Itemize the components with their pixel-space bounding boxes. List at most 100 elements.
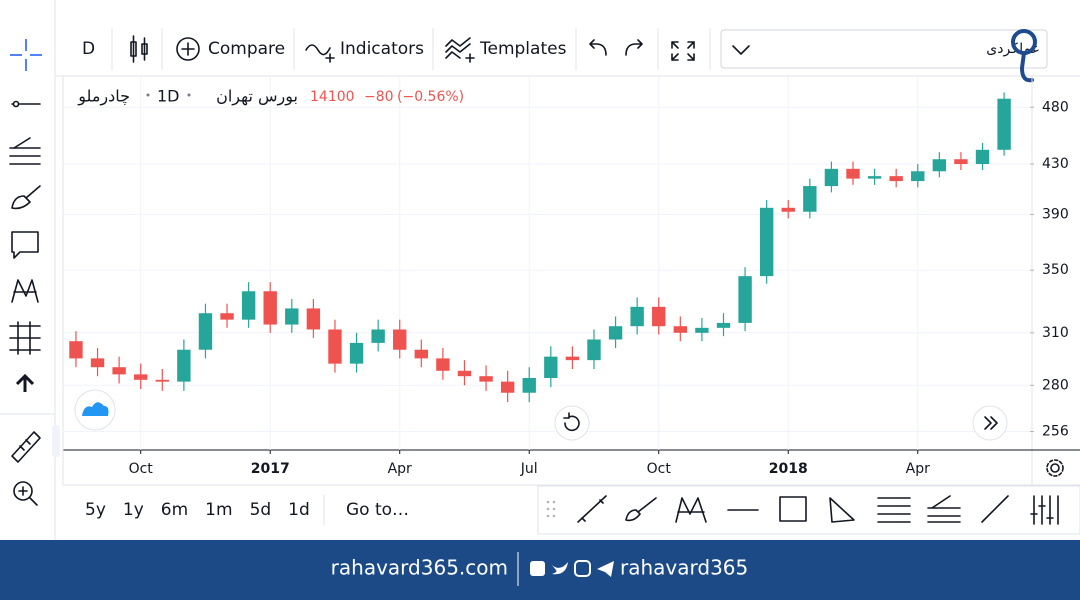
pattern-tool[interactable]: [11, 279, 39, 303]
twitter-icon[interactable]: [552, 562, 568, 575]
candle-body: [436, 358, 450, 371]
candle-body: [69, 341, 83, 359]
trend-tool[interactable]: [577, 495, 607, 523]
collapse-handle[interactable]: [52, 425, 60, 457]
rectangle-tool[interactable]: [779, 496, 807, 522]
candle-body: [652, 306, 666, 327]
reset-button[interactable]: [554, 405, 590, 441]
range-button[interactable]: 6m: [161, 500, 188, 520]
interval-button[interactable]: D: [82, 39, 95, 59]
fullscreen-button[interactable]: [671, 41, 695, 61]
line-tool[interactable]: [11, 100, 41, 108]
top-toolbar: D Compare Indicators Templates عملکردی: [55, 28, 1080, 83]
legend: چادرملو 1D بورس تهران 14100 −80 (−0.56%): [77, 87, 464, 107]
chart-type-button[interactable]: [130, 35, 148, 63]
candle-body: [263, 291, 277, 325]
range-button[interactable]: 1y: [123, 500, 144, 520]
chart-area: 256 280 310 350 390 430 480 Oct 2017 Apr Jul Oct 201…: [63, 77, 1069, 477]
redo-button[interactable]: [625, 39, 643, 56]
pattern-tool[interactable]: [675, 497, 707, 523]
footer-site[interactable]: rahavard365.com: [331, 556, 508, 580]
brush-tool[interactable]: [11, 185, 41, 210]
candle-body: [867, 176, 882, 179]
x-tick-label: Apr: [388, 461, 412, 477]
range-button[interactable]: 1d: [288, 500, 310, 520]
indicators-button[interactable]: Indicators: [340, 39, 424, 59]
goto-button[interactable]: Go to…: [346, 500, 409, 520]
footer-handle[interactable]: rahavard365: [620, 556, 748, 580]
symbol-search[interactable]: [720, 29, 1048, 69]
undo-button[interactable]: [589, 39, 607, 56]
templates-button[interactable]: Templates: [479, 39, 567, 59]
candle-body: [673, 326, 688, 333]
x-tick-label: Oct: [647, 461, 672, 477]
x-tick-label: Jul: [520, 461, 538, 477]
triangle-tool[interactable]: [829, 497, 855, 523]
candle-body: [285, 308, 299, 325]
candle-body: [759, 207, 774, 277]
candle-body: [932, 159, 947, 172]
dot: [187, 93, 191, 97]
candle-body: [781, 207, 795, 212]
logo: [1011, 29, 1037, 83]
y-tick-label: 256: [1042, 424, 1069, 440]
y-tick-label: 310: [1042, 325, 1069, 341]
candle-body: [824, 168, 839, 187]
indicators-icon[interactable]: [305, 44, 335, 63]
telegram-icon[interactable]: [597, 561, 614, 577]
prediction-tool[interactable]: [9, 321, 41, 355]
candle-body: [954, 159, 968, 165]
zoom-tool[interactable]: [13, 481, 38, 506]
fib-retracement-tool[interactable]: [877, 497, 911, 523]
candle-body: [803, 186, 817, 212]
candle-body: [587, 339, 601, 361]
templates-icon[interactable]: [445, 37, 475, 63]
y-tick-label: 280: [1042, 377, 1069, 393]
social-icons: [530, 560, 614, 577]
instagram-icon[interactable]: [574, 560, 591, 577]
data-provider-logo[interactable]: [74, 389, 116, 431]
scroll-right-button[interactable]: [972, 405, 1008, 441]
aparat-icon[interactable]: [530, 561, 545, 576]
candle-body: [457, 370, 472, 377]
candle-body: [695, 327, 709, 333]
candle-body: [241, 291, 256, 320]
x-tick-label: Oct: [129, 461, 154, 477]
arrow-tool[interactable]: [15, 373, 35, 392]
settings-button[interactable]: [1046, 459, 1064, 477]
x-tick-label: Apr: [906, 461, 930, 477]
crosshair-tool[interactable]: [10, 39, 42, 71]
candle-body: [738, 276, 752, 323]
candle-body: [975, 149, 990, 165]
candle-body: [522, 377, 536, 393]
compare-button[interactable]: Compare: [208, 39, 285, 59]
range-button[interactable]: 5y: [85, 500, 106, 520]
drawing-toolbar-frame: [537, 485, 1080, 535]
fib-tool[interactable]: [9, 137, 41, 165]
last-price: 14100: [310, 89, 355, 105]
candle-body: [198, 313, 213, 350]
candle-body: [328, 329, 342, 364]
more-tools[interactable]: [1030, 495, 1059, 525]
fib-extension-tool[interactable]: [927, 495, 961, 523]
candle-body: [630, 306, 644, 327]
brush-tool[interactable]: [625, 497, 657, 522]
line-tool[interactable]: [981, 495, 1009, 523]
ruler-tool[interactable]: [11, 431, 41, 463]
dot: [146, 93, 150, 97]
dropdown-arrow[interactable]: [732, 45, 750, 55]
x-tick-label: 2017: [251, 461, 290, 477]
range-button[interactable]: 5d: [250, 500, 272, 520]
candle-body: [306, 308, 321, 330]
candle-body: [716, 322, 731, 328]
candle-body: [155, 379, 169, 382]
candle-body: [90, 358, 105, 368]
text-tool[interactable]: [11, 231, 39, 259]
candle-body: [134, 374, 148, 380]
drag-handle[interactable]: [546, 500, 556, 518]
range-button[interactable]: 1m: [205, 500, 232, 520]
y-tick-label: 390: [1042, 206, 1069, 222]
symbol-name: چادرملو: [77, 87, 130, 107]
compare-icon[interactable]: [176, 37, 200, 61]
